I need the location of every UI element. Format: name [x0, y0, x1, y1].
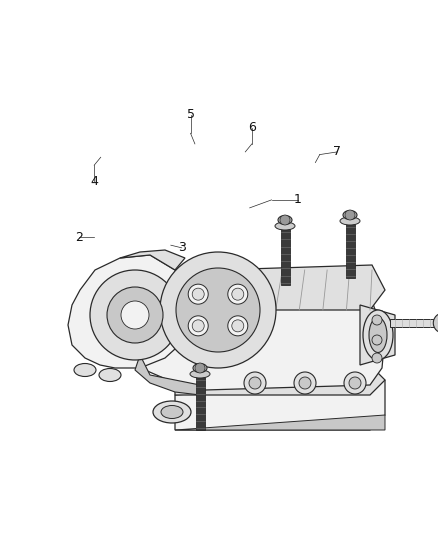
Circle shape: [107, 287, 163, 343]
Ellipse shape: [340, 217, 360, 225]
Circle shape: [160, 252, 276, 368]
Circle shape: [188, 284, 208, 304]
Circle shape: [228, 284, 248, 304]
Circle shape: [280, 215, 290, 225]
Ellipse shape: [369, 318, 387, 352]
Polygon shape: [175, 415, 385, 430]
Polygon shape: [120, 250, 185, 270]
Ellipse shape: [363, 310, 393, 360]
Circle shape: [345, 210, 355, 220]
Circle shape: [372, 353, 382, 363]
Ellipse shape: [99, 368, 121, 382]
Circle shape: [121, 301, 149, 329]
Circle shape: [232, 288, 244, 300]
Polygon shape: [346, 223, 354, 278]
Circle shape: [90, 270, 180, 360]
Circle shape: [188, 316, 208, 336]
Polygon shape: [195, 376, 205, 430]
Text: 3: 3: [178, 241, 186, 254]
Circle shape: [299, 377, 311, 389]
Text: 6: 6: [248, 122, 256, 134]
Circle shape: [192, 288, 204, 300]
Circle shape: [232, 320, 244, 332]
Circle shape: [195, 363, 205, 373]
Text: 7: 7: [333, 146, 341, 158]
Circle shape: [344, 372, 366, 394]
Ellipse shape: [193, 364, 207, 373]
Polygon shape: [280, 228, 290, 285]
Ellipse shape: [343, 211, 357, 220]
Circle shape: [294, 372, 316, 394]
Polygon shape: [135, 355, 200, 395]
Polygon shape: [128, 295, 382, 380]
Ellipse shape: [278, 215, 292, 224]
Polygon shape: [390, 319, 438, 327]
Ellipse shape: [161, 406, 183, 418]
Circle shape: [192, 320, 204, 332]
Ellipse shape: [275, 222, 295, 230]
Polygon shape: [175, 380, 385, 430]
Circle shape: [244, 372, 266, 394]
Ellipse shape: [153, 401, 191, 423]
Polygon shape: [175, 365, 385, 395]
Circle shape: [433, 313, 438, 333]
Ellipse shape: [190, 370, 210, 378]
Circle shape: [372, 335, 382, 345]
Ellipse shape: [74, 364, 96, 376]
Polygon shape: [205, 265, 385, 310]
Circle shape: [349, 377, 361, 389]
Polygon shape: [360, 305, 395, 365]
Text: 4: 4: [90, 175, 98, 188]
Circle shape: [228, 316, 248, 336]
Circle shape: [176, 268, 260, 352]
Circle shape: [372, 315, 382, 325]
Polygon shape: [68, 255, 195, 368]
Circle shape: [249, 377, 261, 389]
Text: 5: 5: [187, 108, 194, 121]
Polygon shape: [135, 300, 385, 390]
Text: 1: 1: [294, 193, 302, 206]
Text: 2: 2: [75, 231, 83, 244]
